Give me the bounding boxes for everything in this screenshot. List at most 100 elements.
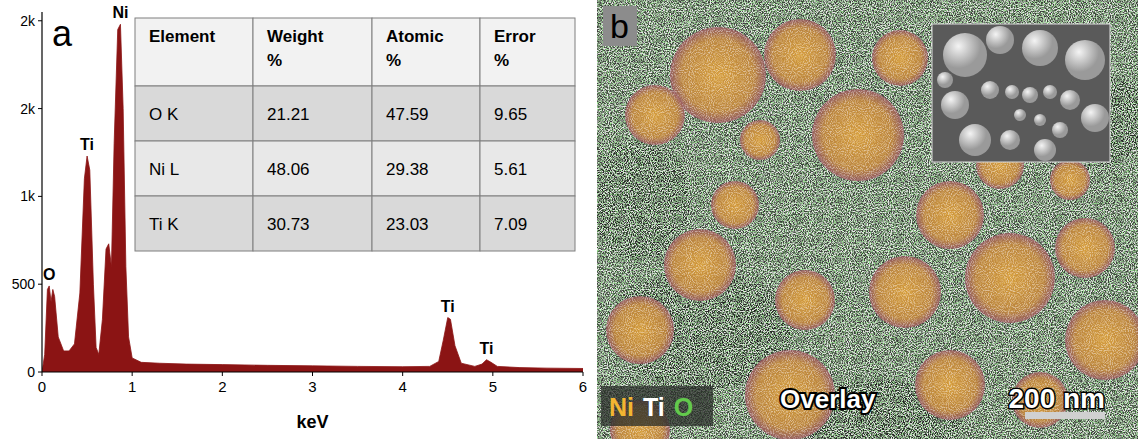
peak-label: Ni: [112, 4, 128, 21]
table-cell: [372, 86, 480, 141]
sem-particle: [937, 72, 953, 88]
header-line: Element: [149, 27, 215, 46]
x-tick: [583, 372, 584, 376]
sem-particle: [959, 124, 991, 156]
x-tick-label: 6: [579, 378, 587, 395]
table-cell: [135, 196, 253, 251]
panel-letter: a: [52, 13, 73, 54]
sem-particle: [1034, 114, 1046, 126]
x-tick: [492, 372, 493, 376]
header-line: Atomic: [386, 27, 444, 46]
sem-particle: [1060, 90, 1080, 110]
header-line: %: [267, 51, 282, 70]
table-cell: [253, 196, 372, 251]
table-text: 29.38: [386, 160, 429, 179]
table-text: 9.65: [494, 105, 527, 124]
panel-a: 05001k2k2k0123456keVOTiNiTiTiaElementWei…: [12, 4, 588, 432]
table-cell: [135, 141, 253, 196]
sem-particle: [1022, 87, 1038, 103]
y-axis: [41, 12, 42, 372]
table-cell: [135, 18, 253, 86]
inset-ground: [932, 24, 1110, 162]
element-label: O: [674, 393, 693, 421]
table-cell: [372, 18, 480, 86]
table-header: Atomic%: [386, 27, 444, 70]
table-text: 47.59: [386, 105, 429, 124]
table-text: Ti K: [149, 215, 179, 234]
letter-patch: [603, 6, 637, 46]
x-tick-label: 3: [308, 378, 316, 395]
peak-label: Ti: [480, 340, 494, 357]
legend-patch: [601, 386, 713, 426]
x-tick: [42, 372, 43, 376]
x-tick: [132, 372, 133, 376]
element-table: ElementWeight%Atomic%Error%O K21.2147.59…: [135, 18, 575, 251]
y-tick-label: 0: [27, 364, 35, 380]
sem-particle: [1043, 85, 1057, 99]
table-cell: [372, 196, 480, 251]
table-cell: [135, 86, 253, 141]
sem-particle: [943, 33, 987, 77]
table-text: 21.21: [267, 105, 310, 124]
peak-label: Ti: [80, 136, 94, 153]
element-label: Ti: [643, 393, 665, 421]
sem-particle: [1005, 85, 1019, 99]
header-line: %: [386, 51, 401, 70]
table-header: Element: [149, 27, 215, 46]
sem-particle: [1065, 40, 1105, 80]
y-tick-label: 2k: [20, 101, 36, 117]
table-cell: [480, 196, 575, 251]
x-tick-label: 5: [489, 378, 497, 395]
y-tick-label: 1k: [20, 188, 36, 204]
table-header: Error%: [494, 27, 536, 70]
x-tick: [312, 372, 313, 376]
sem-particle: [941, 91, 969, 119]
peak-label: O: [43, 266, 55, 283]
sem-particle: [1022, 30, 1058, 66]
table-text: Ni L: [149, 160, 179, 179]
y-tick: [38, 108, 42, 109]
table-cell: [480, 86, 575, 141]
table-cell: [253, 141, 372, 196]
table-cell: [372, 141, 480, 196]
peak-label: Ti: [441, 298, 455, 315]
table-text: 30.73: [267, 215, 310, 234]
panel-letter: b: [610, 7, 629, 45]
x-tick: [222, 372, 223, 376]
sem-particle: [1014, 109, 1026, 121]
x-tick: [402, 372, 403, 376]
x-axis-title: keV: [296, 412, 328, 432]
sem-particle: [1000, 130, 1020, 150]
header-line: Weight: [267, 27, 324, 46]
ti-signal: [597, 0, 1138, 439]
sem-particle: [1052, 122, 1068, 138]
x-tick-label: 0: [38, 378, 46, 395]
table-cell: [480, 141, 575, 196]
header-line: Error: [494, 27, 536, 46]
overlay-label: Overlay: [780, 384, 876, 414]
table-text: 7.09: [494, 215, 527, 234]
figure: 05001k2k2k0123456keVOTiNiTiTiaElementWei…: [0, 0, 1138, 439]
y-tick-label: 500: [12, 276, 36, 292]
scale-bar: [1025, 412, 1105, 419]
element-label: Ni: [609, 393, 634, 421]
table-cell: [253, 18, 372, 86]
sem-particle: [1081, 104, 1109, 132]
table-text: 48.06: [267, 160, 310, 179]
map-ground: [597, 0, 1138, 439]
map-image: [597, 0, 1138, 439]
x-tick-label: 2: [218, 378, 226, 395]
y-tick-label: 2k: [20, 13, 36, 29]
table-text: 5.61: [494, 160, 527, 179]
scale-bar-label: 200 nm: [1009, 383, 1106, 414]
panel-b: b Ni Ti O Overlay 200 nm: [590, 0, 1138, 439]
y-tick: [38, 20, 42, 21]
y-tick: [38, 372, 42, 373]
y-tick: [38, 196, 42, 197]
sem-particle: [986, 26, 1014, 54]
table-text: O K: [149, 105, 179, 124]
table-cell: [480, 18, 575, 86]
o-signal: [597, 0, 1138, 439]
table-cell: [253, 86, 372, 141]
sem-particle: [1034, 139, 1056, 161]
